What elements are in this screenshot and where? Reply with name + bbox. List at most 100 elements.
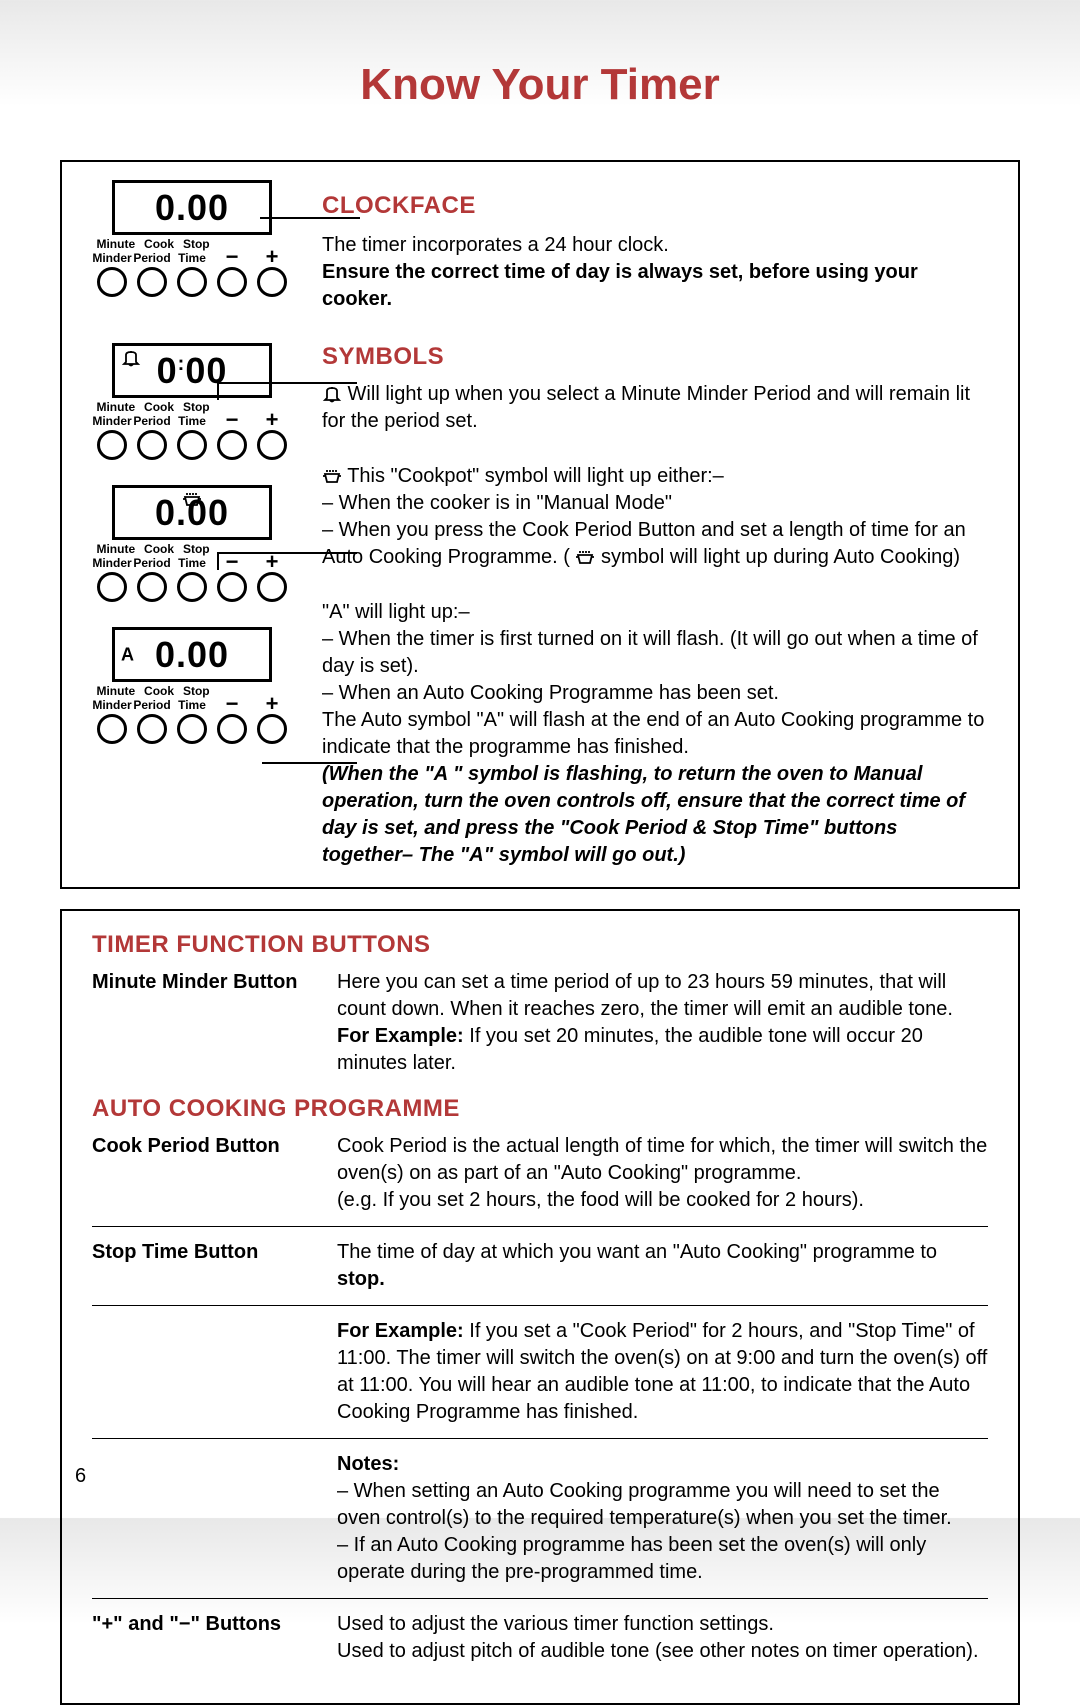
label: Minder [92, 698, 132, 712]
text: – If an Auto Cooking programme has been … [337, 1534, 926, 1583]
divider [92, 1438, 988, 1439]
label: Cook [144, 400, 174, 414]
text: This "Cookpot" symbol will light up eith… [342, 465, 724, 487]
minute-minder-button[interactable] [97, 714, 127, 744]
text-bold: stop. [337, 1268, 385, 1290]
plus-button[interactable] [257, 267, 287, 297]
minute-minder-button[interactable] [97, 430, 127, 460]
label: Cook [144, 542, 174, 556]
plus-minus-text: Used to adjust the various timer functio… [337, 1611, 988, 1665]
stop-time-label: Stop Time Button [92, 1239, 337, 1293]
symbols-text: Symbols Will light up when you select a … [322, 343, 993, 869]
notes-label: Notes: [337, 1453, 399, 1475]
text: The timer incorporates a 24 hour clock. [322, 232, 993, 259]
button-labels-bottom: Minder Period Time − + [87, 251, 297, 265]
button-labels-bottom: Minder Period Time − + [87, 414, 297, 428]
minus-button[interactable] [217, 430, 247, 460]
text-italic-bold: (When the "A " symbol is flashing, to re… [322, 763, 965, 866]
clockface-text: Clockface The timer incorporates a 24 ho… [322, 180, 993, 313]
label: Stop [183, 684, 210, 698]
text: The Auto symbol "A" will flash at the en… [322, 709, 984, 758]
text-bold: Ensure the correct time of day is always… [322, 259, 993, 313]
text: – When the timer is first turned on it w… [322, 628, 978, 677]
pointer-line [262, 762, 357, 764]
cook-period-button[interactable] [137, 572, 167, 602]
minute-minder-text: Here you can set a time period of up to … [337, 969, 988, 1077]
cookpot-icon [575, 550, 595, 566]
plus-minus-label: "+" and "−" Buttons [92, 1611, 337, 1665]
auto-symbol: A [121, 644, 134, 665]
timer-display: 0:00 [112, 343, 272, 398]
label: Minute [96, 684, 135, 698]
buttons-row [87, 428, 297, 460]
buttons-row [87, 570, 297, 602]
text: Cook Period is the actual length of time… [337, 1135, 987, 1184]
label: Time [172, 698, 212, 712]
cook-period-button[interactable] [137, 714, 167, 744]
text: symbol will light up during Auto Cooking… [595, 546, 960, 568]
text: – When an Auto Cooking Programme has bee… [322, 682, 779, 704]
label: + [252, 251, 292, 265]
minus-button[interactable] [217, 714, 247, 744]
text-bold: For Example: [337, 1025, 469, 1047]
pointer-line [217, 552, 357, 554]
plus-button[interactable] [257, 714, 287, 744]
text: (e.g. If you set 2 hours, the food will … [337, 1189, 864, 1211]
blank-label [92, 1318, 337, 1426]
pot-paragraph: This "Cookpot" symbol will light up eith… [322, 463, 993, 571]
auto-paragraph: "A" will light up:– – When the timer is … [322, 599, 993, 869]
plus-button[interactable] [257, 572, 287, 602]
text: "A" will light up:– [322, 601, 470, 623]
minus-button[interactable] [217, 267, 247, 297]
button-labels-bottom: Minder Period Time − + [87, 556, 297, 570]
stop-time-button[interactable] [177, 714, 207, 744]
timer-functions-section: Timer Function Buttons Minute Minder But… [60, 909, 1020, 1705]
display-value: 0.00 [155, 187, 229, 229]
cook-period-label: Cook Period Button [92, 1133, 337, 1214]
label: + [252, 698, 292, 712]
minute-minder-label: Minute Minder Button [92, 969, 337, 1077]
timer-functions-heading: Timer Function Buttons [92, 931, 988, 959]
label: Stop [183, 400, 210, 414]
buttons-row [87, 265, 297, 297]
cook-period-button[interactable] [137, 267, 167, 297]
plus-button[interactable] [257, 430, 287, 460]
label: Minute [96, 237, 135, 251]
divider [92, 1226, 988, 1227]
blank-label [92, 1451, 337, 1586]
label: − [212, 698, 252, 712]
text: Used to adjust the various timer functio… [337, 1613, 774, 1635]
bell-icon [121, 349, 141, 369]
pointer-line [217, 552, 219, 570]
label: Period [132, 414, 172, 428]
text-bold: For Example: [337, 1320, 469, 1342]
display-value: 0:00 [157, 350, 228, 392]
stop-time-button[interactable] [177, 572, 207, 602]
minute-minder-button[interactable] [97, 267, 127, 297]
stop-time-text: The time of day at which you want an "Au… [337, 1239, 988, 1293]
label: Minder [92, 414, 132, 428]
cookpot-icon [322, 469, 342, 485]
minute-minder-button[interactable] [97, 572, 127, 602]
minus-button[interactable] [217, 572, 247, 602]
label: Stop [183, 542, 210, 556]
pointer-line [260, 217, 360, 219]
cookpot-icon [182, 490, 202, 507]
label: Time [172, 556, 212, 570]
text: The time of day at which you want an "Au… [337, 1241, 937, 1263]
text: – When setting an Auto Cooking programme… [337, 1480, 952, 1529]
notes-text: Notes: – When setting an Auto Cooking pr… [337, 1451, 988, 1586]
timer-widget-bell: 0:00 Minute Cook Stop Minder Period Time… [87, 343, 297, 460]
label: Time [172, 414, 212, 428]
timer-widget-auto: A 0.00 Minute Cook Stop Minder Period Ti… [87, 627, 297, 744]
display-value: 0.00 [155, 634, 229, 676]
page-number: 6 [75, 1465, 86, 1488]
label: Minder [92, 251, 132, 265]
stop-time-button[interactable] [177, 430, 207, 460]
symbols-block: 0:00 Minute Cook Stop Minder Period Time… [87, 343, 993, 869]
label: Minute [96, 542, 135, 556]
button-labels-bottom: Minder Period Time − + [87, 698, 297, 712]
cook-period-button[interactable] [137, 430, 167, 460]
stop-time-button[interactable] [177, 267, 207, 297]
label: + [252, 414, 292, 428]
